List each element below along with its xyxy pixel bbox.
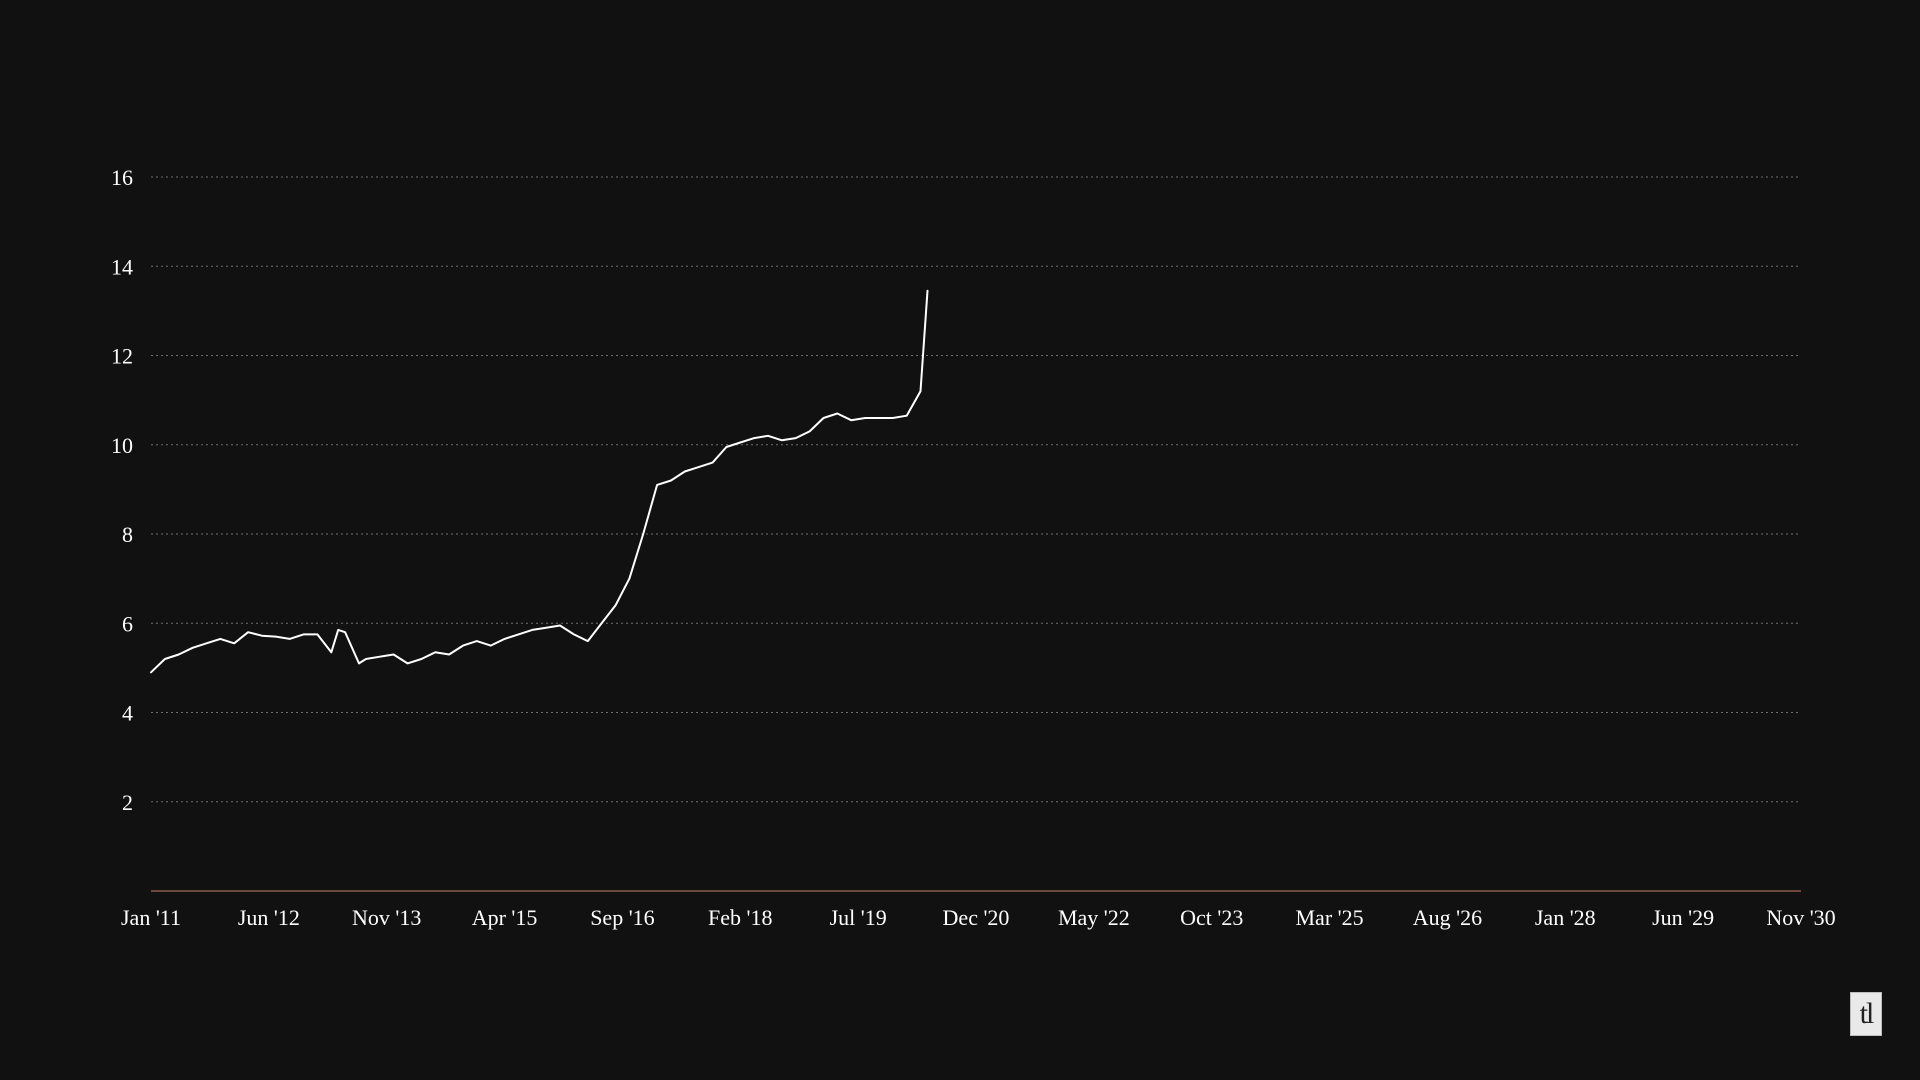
- x-tick-label-14: Nov '30: [1766, 905, 1835, 930]
- x-tick-label-10: Mar '25: [1296, 905, 1364, 930]
- x-tick-label-2: Nov '13: [352, 905, 421, 930]
- x-tick-label-7: Dec '20: [943, 905, 1010, 930]
- x-tick-label-5: Feb '18: [708, 905, 772, 930]
- y-tick-label-16: 16: [111, 165, 133, 190]
- x-tick-label-8: May '22: [1058, 905, 1130, 930]
- x-tick-label-11: Aug '26: [1413, 905, 1482, 930]
- x-tick-label-13: Jun '29: [1652, 905, 1714, 930]
- x-tick-label-12: Jan '28: [1535, 905, 1596, 930]
- x-tick-label-6: Jul '19: [830, 905, 887, 930]
- x-tick-label-1: Jun '12: [238, 905, 300, 930]
- gridlines: [151, 176, 1801, 803]
- y-tick-label-6: 6: [122, 611, 133, 636]
- brand-logo-text: tl: [1859, 997, 1875, 1030]
- series-group: [150, 289, 929, 674]
- x-tick-label-9: Oct '23: [1180, 905, 1243, 930]
- x-axis-tick-labels: Jan '11 Jun '12 Nov '13 Apr '15 Sep '16 Feb '…: [121, 905, 1836, 930]
- x-tick-label-4: Sep '16: [590, 905, 654, 930]
- y-tick-label-8: 8: [122, 522, 133, 547]
- series-line-0: [150, 289, 929, 674]
- y-tick-label-10: 10: [111, 433, 133, 458]
- brand-logo: tl: [1850, 992, 1882, 1036]
- x-tick-label-3: Apr '15: [472, 905, 538, 930]
- x-tick-label-0: Jan '11: [121, 905, 181, 930]
- y-tick-label-12: 12: [111, 344, 133, 369]
- y-tick-label-4: 4: [122, 701, 133, 726]
- y-axis-tick-labels: 2 4 6 8 10 12 14 16: [111, 165, 133, 815]
- y-tick-label-2: 2: [122, 790, 133, 815]
- y-tick-label-14: 14: [111, 254, 133, 279]
